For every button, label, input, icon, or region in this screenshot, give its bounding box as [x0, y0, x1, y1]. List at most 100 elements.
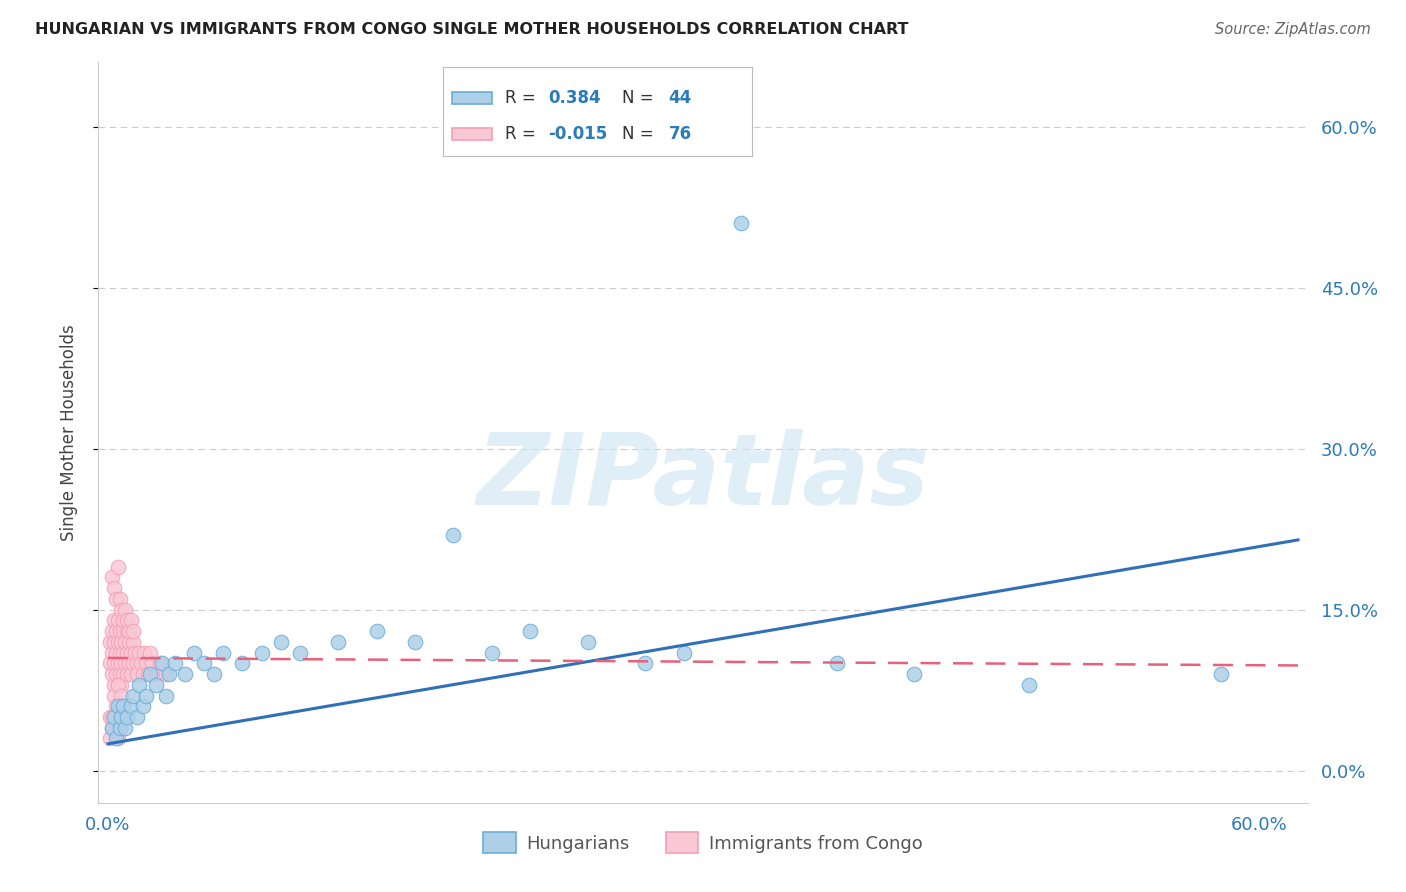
Point [288, 646, 311, 660]
Text: 0.384: 0.384 [548, 89, 600, 107]
Point [122, 689, 145, 703]
Point [120, 646, 142, 660]
Text: N =: N = [623, 125, 659, 143]
Point [103, 635, 125, 649]
Point [108, 721, 131, 735]
Point [104, 646, 127, 660]
Point [141, 657, 163, 671]
Point [108, 591, 131, 606]
Point [115, 710, 138, 724]
Point [103, 710, 125, 724]
Point [110, 710, 132, 724]
Point [118, 635, 141, 649]
Point [104, 591, 127, 606]
Point [101, 667, 124, 681]
Point [125, 667, 148, 681]
Point [98, 635, 121, 649]
Point [481, 646, 503, 660]
Point [159, 667, 181, 681]
Point [1211, 667, 1233, 681]
Point [103, 614, 125, 628]
Point [104, 624, 127, 639]
Point [134, 646, 156, 660]
Point [1018, 678, 1040, 692]
Point [108, 721, 131, 735]
Point [110, 689, 132, 703]
Point [98, 657, 121, 671]
Point [114, 657, 136, 671]
Point [139, 646, 162, 660]
Point [212, 646, 235, 660]
Text: Source: ZipAtlas.com: Source: ZipAtlas.com [1215, 22, 1371, 37]
Point [136, 667, 159, 681]
Point [131, 667, 153, 681]
FancyBboxPatch shape [453, 93, 492, 104]
Point [122, 657, 145, 671]
Point [101, 721, 124, 735]
Point [124, 646, 146, 660]
Point [125, 657, 148, 671]
Point [112, 699, 135, 714]
Point [101, 624, 124, 639]
Point [101, 721, 124, 735]
Point [672, 646, 695, 660]
Point [98, 710, 121, 724]
Text: N =: N = [623, 89, 659, 107]
Point [107, 635, 129, 649]
Point [103, 657, 125, 671]
Point [103, 678, 125, 692]
Point [107, 731, 129, 746]
Point [328, 635, 350, 649]
Point [366, 624, 388, 639]
Point [139, 667, 162, 681]
Point [114, 602, 136, 616]
Point [125, 710, 148, 724]
Point [112, 699, 135, 714]
Legend: Hungarians, Immigrants from Congo: Hungarians, Immigrants from Congo [475, 825, 931, 861]
Point [108, 667, 131, 681]
Point [145, 667, 167, 681]
Point [115, 667, 138, 681]
Point [103, 689, 125, 703]
Point [114, 721, 136, 735]
Point [150, 657, 173, 671]
Point [576, 635, 599, 649]
Point [118, 657, 141, 671]
Point [108, 624, 131, 639]
Point [231, 657, 253, 671]
Point [519, 624, 541, 639]
Text: HUNGARIAN VS IMMIGRANTS FROM CONGO SINGLE MOTHER HOUSEHOLDS CORRELATION CHART: HUNGARIAN VS IMMIGRANTS FROM CONGO SINGL… [35, 22, 908, 37]
Point [104, 731, 127, 746]
Point [101, 710, 124, 724]
Point [110, 678, 132, 692]
Point [135, 689, 157, 703]
Point [155, 667, 177, 681]
Point [108, 646, 131, 660]
Point [250, 646, 273, 660]
Point [120, 614, 142, 628]
Point [149, 657, 172, 671]
Y-axis label: Single Mother Households: Single Mother Households [59, 325, 77, 541]
Point [730, 216, 752, 230]
Point [112, 614, 135, 628]
Point [104, 667, 127, 681]
Point [827, 657, 849, 671]
Point [634, 657, 657, 671]
Point [128, 646, 150, 660]
Point [122, 635, 145, 649]
Point [155, 689, 177, 703]
Point [115, 646, 138, 660]
Point [114, 635, 136, 649]
Text: -0.015: -0.015 [548, 125, 607, 143]
Point [129, 657, 152, 671]
Point [104, 699, 127, 714]
Point [131, 699, 153, 714]
Text: 44: 44 [669, 89, 692, 107]
Point [135, 657, 157, 671]
Point [101, 570, 124, 584]
Text: 76: 76 [669, 125, 692, 143]
Point [98, 731, 121, 746]
Point [107, 559, 129, 574]
Text: ZIPatlas: ZIPatlas [477, 428, 929, 525]
FancyBboxPatch shape [453, 128, 492, 140]
